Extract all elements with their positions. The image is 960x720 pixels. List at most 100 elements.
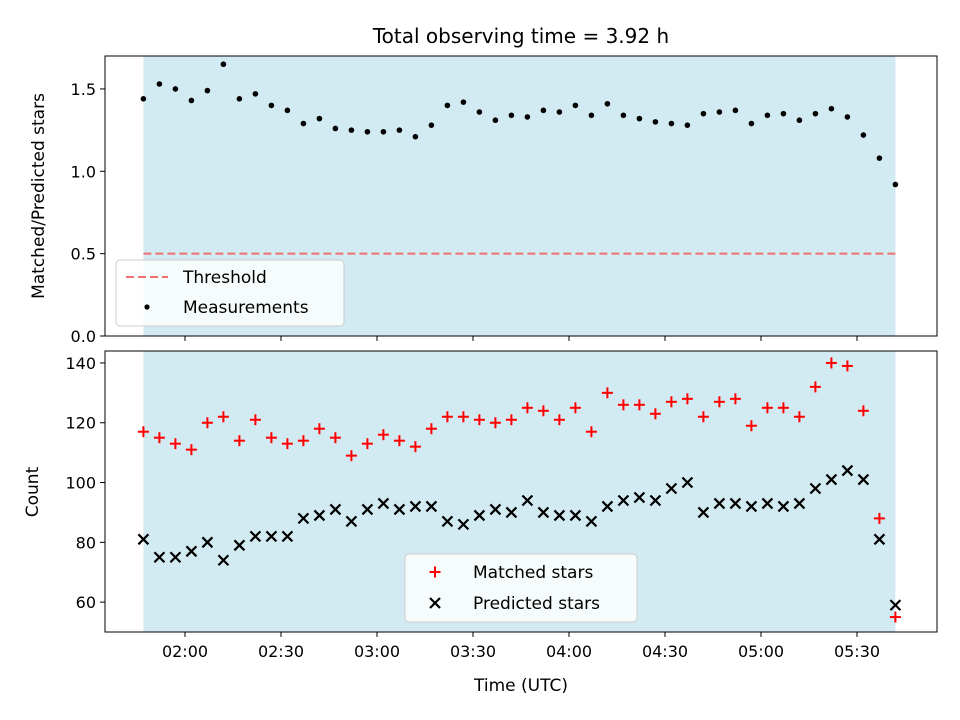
predicted-star-point-b (441, 515, 454, 528)
measurement-point (364, 128, 371, 135)
predicted-star-point (521, 494, 534, 507)
predicted-star-point-b (713, 497, 726, 510)
matched-star-point (857, 405, 869, 417)
predicted-star-point (409, 500, 422, 513)
measurement-point (380, 128, 387, 135)
legend-measurement-label: Measurements (183, 298, 309, 318)
predicted-star-point (201, 536, 214, 549)
predicted-star-point (489, 503, 502, 516)
predicted-star-point-b (889, 599, 902, 611)
time-x-tick-label: 04:30 (642, 642, 688, 661)
predicted-star-point (809, 482, 822, 495)
predicted-star-point-b (217, 554, 230, 567)
matched-star-point (601, 387, 613, 399)
predicted-star-point-b (185, 545, 198, 558)
predicted-star-point-b (473, 509, 486, 522)
time-x-tick-label: 05:30 (834, 642, 880, 661)
predicted-star-point (377, 497, 390, 510)
predicted-star-point-b (809, 482, 822, 495)
time-x-tick-label: 05:00 (738, 642, 784, 661)
matched-star-point (249, 414, 261, 426)
predicted-star-point (137, 533, 150, 546)
matched-star-point (505, 414, 517, 426)
predicted-star-point (857, 473, 870, 486)
time-x-tick-label: 02:30 (258, 642, 304, 661)
predicted-star-point (553, 509, 566, 522)
matched-star-point (489, 417, 501, 429)
time-x-tick-label: 03:30 (450, 642, 496, 661)
predicted-star-point-b (329, 503, 342, 516)
ratio-panel: Total observing time = 3.92 h Matched/Pr… (29, 24, 938, 346)
predicted-star-point-b (313, 509, 326, 522)
measurement-point (140, 96, 147, 102)
matched-star-point (649, 408, 661, 420)
matched-star-point (793, 411, 805, 423)
count-y-axis-label: Count (23, 466, 43, 517)
matched-star-point (825, 357, 837, 369)
predicted-star-point-b (137, 533, 150, 546)
measurement-point (236, 96, 243, 102)
predicted-star-point-b (873, 533, 886, 546)
predicted-star-point-b (297, 512, 310, 525)
measurement-point (716, 109, 723, 115)
predicted-star-point (441, 515, 454, 528)
x-axis-label: Time (UTC) (473, 676, 568, 696)
count-axes-frame (104, 350, 938, 633)
matched-star-point (457, 411, 469, 423)
predicted-star-point-b (633, 491, 646, 504)
predicted-star-point (313, 509, 326, 522)
matched-star-point (745, 420, 757, 432)
predicted-star-point-b (201, 536, 214, 549)
predicted-star-point (233, 539, 246, 552)
predicted-star-point-b (777, 500, 790, 513)
measurement-point (604, 100, 611, 107)
predicted-star-point-b (537, 506, 550, 519)
chart-title: Total observing time = 3.92 h (372, 24, 669, 48)
legend-measurement-swatch (144, 304, 150, 310)
predicted-star-point (617, 494, 630, 507)
measurement-point (284, 107, 291, 114)
measurement-point (300, 120, 307, 127)
predicted-star-point (361, 503, 374, 516)
predicted-star-point (297, 512, 310, 525)
matched-star-point (441, 411, 453, 423)
matched-star-point (137, 426, 149, 438)
matched-star-point (425, 423, 437, 435)
predicted-star-point (601, 500, 614, 513)
predicted-star-point-b (825, 473, 838, 486)
predicted-star-point (169, 551, 182, 564)
predicted-star-point (425, 500, 438, 513)
matched-star-point (537, 405, 549, 417)
measurement-point (444, 102, 451, 109)
ratio-y-ticks: 0.0 0.5 1.0 1.5 (71, 80, 105, 346)
measurement-point (764, 112, 771, 119)
legend-x-marker-b (429, 597, 441, 609)
measurement-point (492, 117, 499, 124)
matched-star-point (217, 411, 229, 423)
matched-star-point (201, 417, 213, 429)
predicted-star-point (329, 503, 342, 516)
predicted-star-point (777, 500, 790, 513)
matched-star-point (409, 441, 421, 453)
predicted-star-point-b (569, 509, 582, 522)
predicted-star-point-b (409, 500, 422, 513)
count-y-tick-label: 140 (65, 354, 96, 373)
matched-star-point (713, 396, 725, 408)
measurement-point (412, 133, 419, 140)
matched-star-point (313, 423, 325, 435)
measurement-point (540, 107, 547, 114)
predicted-star-point-b (857, 473, 870, 486)
predicted-star-point-b (729, 497, 742, 510)
predicted-star-point-b (521, 494, 534, 507)
matched-star-point (665, 396, 677, 408)
measurement-point (316, 115, 323, 122)
measurement-point (508, 112, 515, 119)
predicted-star-point-b (393, 503, 406, 516)
legend-plus-marker (429, 566, 441, 578)
ratio-y-axis-label: Matched/Predicted stars (29, 93, 49, 299)
legend-matched-swatch (429, 566, 441, 578)
time-x-ticks: 02:00 02:30 03:00 03:30 04:00 04:30 05:00 05:30 (162, 632, 880, 661)
predicted-star-point (585, 515, 598, 528)
predicted-star-point (265, 530, 278, 543)
